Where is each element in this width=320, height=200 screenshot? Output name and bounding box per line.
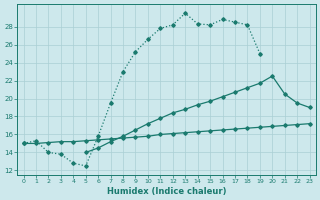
X-axis label: Humidex (Indice chaleur): Humidex (Indice chaleur) <box>107 187 226 196</box>
